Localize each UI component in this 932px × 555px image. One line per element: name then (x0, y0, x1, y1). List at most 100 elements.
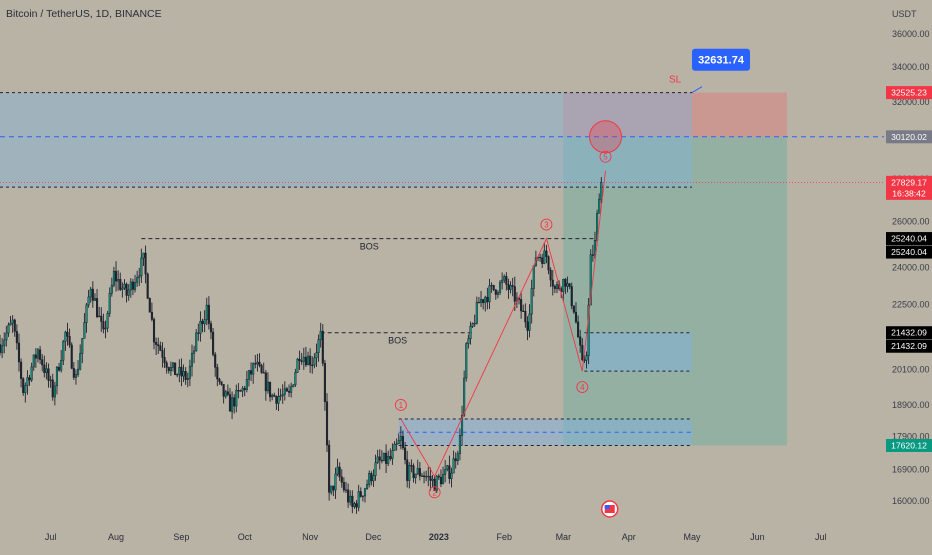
candle-down (68, 336, 71, 346)
candle-up (431, 478, 434, 481)
waves-layer: 1 2 3 4 5 (394, 120, 623, 499)
candle-up (456, 453, 459, 462)
candle-up (488, 285, 491, 303)
price-tick-label: 24000.00 (892, 263, 930, 273)
candle-down (577, 321, 580, 338)
us-flag-icon-canton (604, 505, 610, 509)
candle-up (32, 354, 35, 368)
demand-zone (584, 332, 693, 372)
candle-down (410, 465, 413, 467)
candle-up (176, 374, 179, 376)
candle-down (218, 378, 221, 382)
price-tag (886, 326, 932, 340)
candle-down (404, 447, 407, 460)
candle-down (39, 349, 42, 360)
candle-up (336, 466, 339, 475)
candle-down (233, 397, 236, 407)
candle-up (9, 322, 12, 326)
candle-up (501, 279, 504, 283)
candle-down (167, 367, 170, 372)
candle-up (178, 366, 181, 375)
time-tick-label: Aug (108, 532, 124, 542)
candle-up (387, 456, 390, 464)
candle-down (311, 364, 314, 367)
candle-down (17, 342, 21, 363)
candle-down (20, 361, 23, 379)
candle-up (450, 472, 453, 479)
candle-down (214, 354, 217, 368)
candle-up (36, 349, 40, 359)
candle-down (454, 458, 457, 462)
candle-up (532, 265, 535, 289)
candle-up (53, 385, 56, 398)
candle-down (581, 344, 584, 361)
price-tag-value: 25240.04 (891, 247, 927, 257)
candle-up (366, 484, 369, 490)
candle-down (260, 365, 263, 373)
candle-down (161, 350, 164, 358)
candle-down (359, 491, 362, 497)
candle-up (26, 377, 29, 386)
candle-up (171, 362, 175, 368)
candle-up (133, 282, 137, 290)
wave-label: 5 (603, 153, 608, 162)
price-tag-value: 25240.04 (891, 234, 927, 244)
candle-up (391, 450, 394, 460)
price-tick-label: 17900.00 (892, 431, 930, 441)
price-tag-value: 21432.09 (891, 341, 927, 351)
bos-label: BOS (360, 242, 379, 252)
candle-down (243, 387, 246, 390)
candle-up (188, 365, 191, 379)
candle-up (357, 491, 360, 508)
candles-layer (0, 177, 603, 514)
candle-up (5, 332, 8, 341)
wave-label: 2 (432, 488, 437, 497)
candle-up (224, 391, 227, 397)
candle-down (207, 304, 210, 324)
candle-down (418, 468, 421, 477)
candle-up (598, 198, 601, 214)
callout-text: 32631.74 (698, 55, 745, 67)
price-tick-label: 36000.00 (892, 29, 930, 39)
candle-down (401, 436, 405, 449)
candle-up (543, 250, 546, 264)
candle-up (585, 355, 588, 361)
candle-down (66, 331, 69, 337)
candle-down (180, 366, 183, 377)
price-tag (886, 175, 932, 200)
candle-down (222, 384, 225, 397)
candle-down (539, 256, 542, 259)
annotations-layer: SL BOS BOS 32631.74 (360, 48, 751, 518)
candle-up (140, 257, 143, 277)
candle-down (15, 331, 18, 344)
price-axis-labels: 36000.0034000.0032000.0030000.0028000.00… (892, 29, 930, 506)
candle-up (190, 352, 194, 367)
candle-up (528, 313, 531, 331)
price-tag-value: 32525.23 (891, 88, 927, 98)
candle-down (300, 360, 303, 362)
candle-down (58, 366, 61, 371)
price-tag (886, 438, 932, 452)
wave-marker (394, 399, 407, 411)
candle-up (7, 324, 10, 334)
candle-down (433, 478, 436, 491)
callout-pointer (691, 86, 703, 94)
candle-up (589, 254, 592, 306)
candle-up (393, 443, 396, 451)
candle-down (72, 368, 75, 378)
candle-down (545, 250, 548, 257)
candle-up (136, 277, 139, 283)
candle-down (378, 456, 381, 461)
candle-up (334, 473, 337, 491)
candle-up (193, 350, 196, 354)
candle-down (551, 279, 554, 287)
candle-down (524, 310, 527, 323)
candle-up (484, 296, 487, 304)
candle-up (435, 475, 438, 491)
candle-up (458, 435, 461, 455)
candle-up (106, 313, 109, 329)
candle-up (395, 443, 398, 445)
callout-box (692, 48, 751, 71)
candle-up (30, 366, 33, 381)
